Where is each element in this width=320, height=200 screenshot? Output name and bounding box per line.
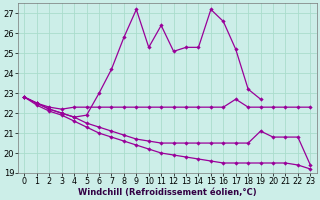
X-axis label: Windchill (Refroidissement éolien,°C): Windchill (Refroidissement éolien,°C)	[78, 188, 257, 197]
